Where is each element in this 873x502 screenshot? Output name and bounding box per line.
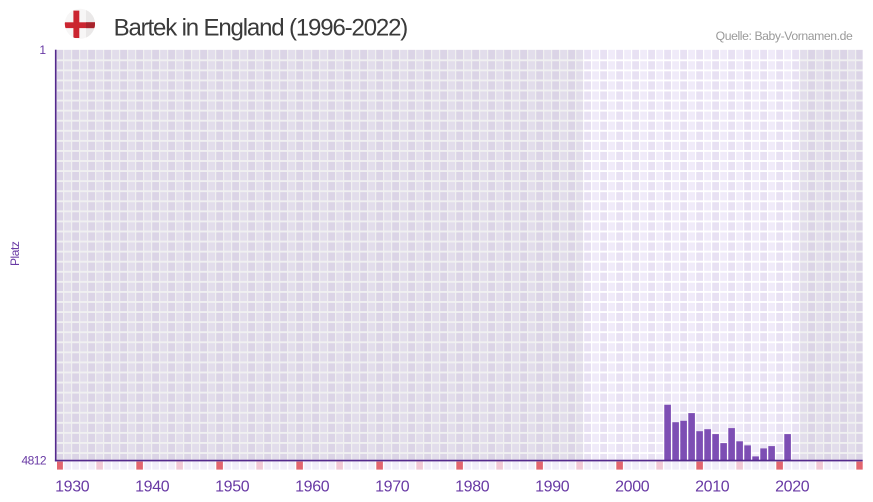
svg-text:1990: 1990 bbox=[535, 479, 570, 496]
svg-text:1940: 1940 bbox=[135, 479, 170, 496]
svg-text:Platz: Platz bbox=[8, 241, 22, 266]
svg-text:2010: 2010 bbox=[695, 479, 730, 496]
svg-text:4812: 4812 bbox=[22, 453, 47, 467]
svg-text:Bartek in England (1996-2022): Bartek in England (1996-2022) bbox=[114, 14, 408, 41]
svg-text:1930: 1930 bbox=[55, 479, 90, 496]
svg-text:1980: 1980 bbox=[455, 479, 490, 496]
svg-text:2020: 2020 bbox=[775, 479, 810, 496]
svg-text:2000: 2000 bbox=[615, 479, 650, 496]
svg-text:1960: 1960 bbox=[295, 479, 330, 496]
svg-text:Quelle: Baby-Vornamen.de: Quelle: Baby-Vornamen.de bbox=[716, 29, 853, 43]
svg-text:1970: 1970 bbox=[375, 479, 410, 496]
svg-text:1950: 1950 bbox=[215, 479, 250, 496]
svg-text:1: 1 bbox=[39, 43, 46, 57]
